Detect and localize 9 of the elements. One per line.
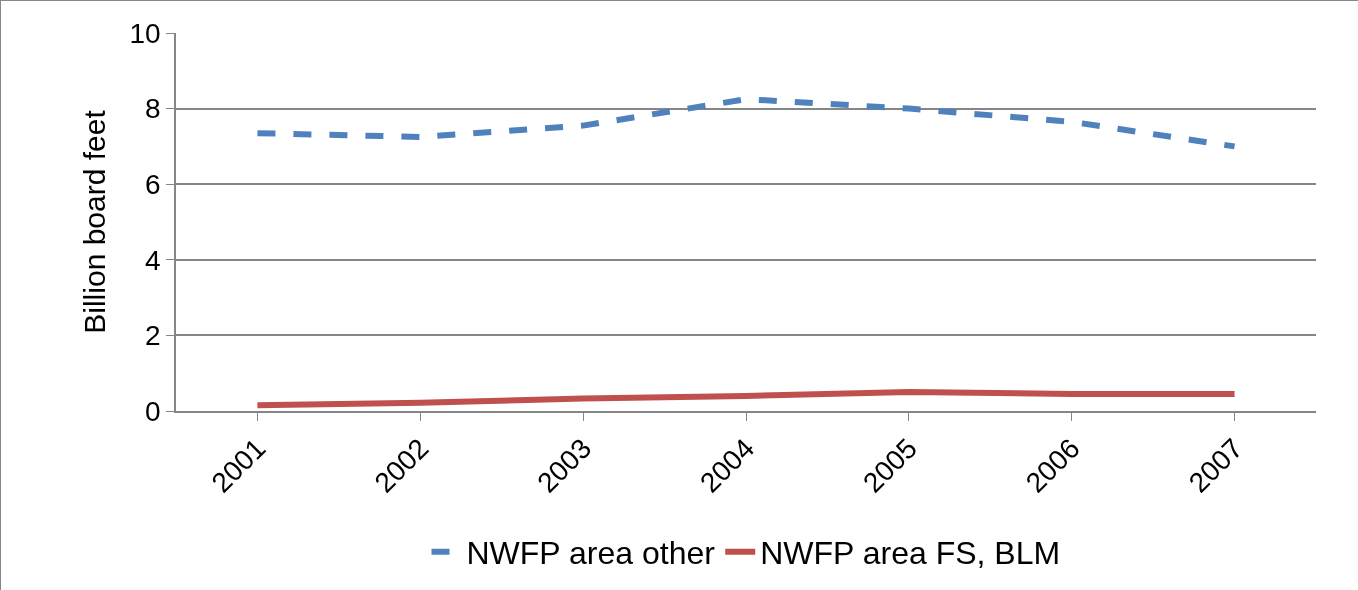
y-tick-label: 4 [145, 244, 161, 276]
y-tick-label: 2 [145, 320, 161, 352]
y-axis-title: Billion board feet [77, 109, 111, 334]
legend-label: NWFP area other [466, 535, 716, 572]
y-tick-label: 8 [145, 93, 161, 125]
legend-label: NWFP area FS, BLM [760, 535, 1061, 572]
y-tick-label: 6 [145, 169, 161, 200]
y-tick-label: 0 [145, 395, 161, 427]
y-tick-label: 10 [129, 17, 161, 49]
